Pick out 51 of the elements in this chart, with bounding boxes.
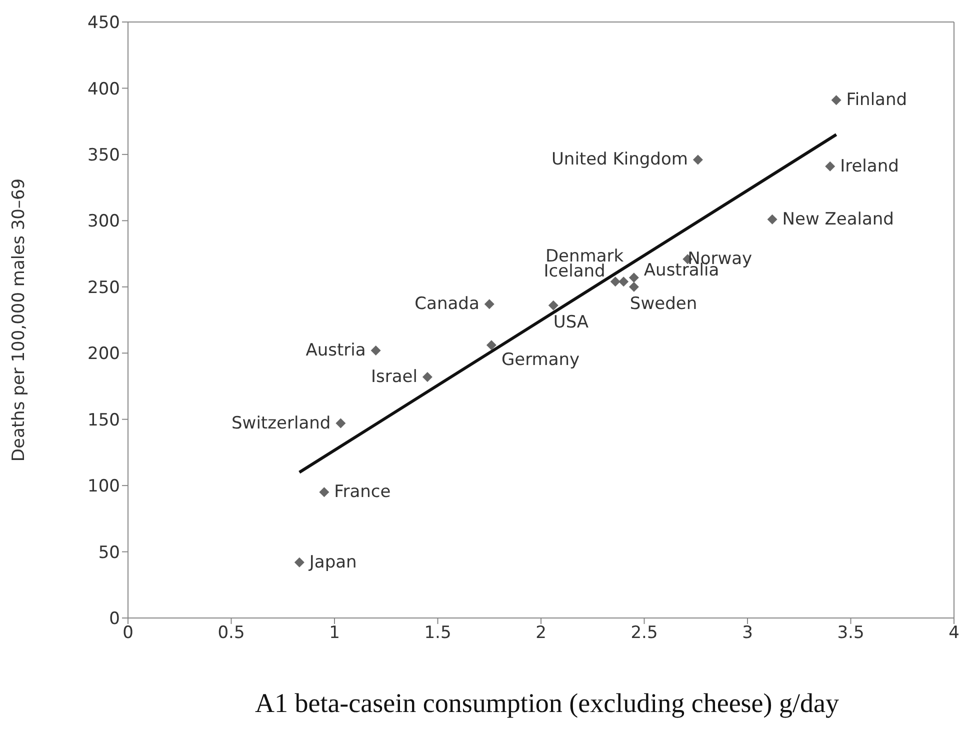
data-label: New Zealand (782, 209, 894, 230)
point (370, 345, 381, 356)
data-label: Ireland (840, 156, 899, 176)
y-tick-label: 100 (88, 476, 120, 497)
y-tick-label: 50 (98, 542, 120, 563)
data-label: United Kingdom (551, 150, 688, 170)
data-label: Switzerland (232, 413, 331, 434)
x-tick-label: 3.5 (837, 623, 864, 644)
point (825, 161, 836, 172)
y-tick-label: 200 (88, 344, 120, 364)
point (692, 154, 703, 165)
point (422, 372, 432, 382)
data-label: France (334, 482, 391, 502)
data-label: Germany (501, 350, 580, 370)
x-tick-label: 2.5 (630, 623, 658, 644)
data-label: Japan (308, 552, 357, 572)
x-tick-label: 0 (122, 623, 134, 644)
point (831, 95, 842, 106)
point (548, 300, 558, 310)
point (618, 276, 629, 287)
y-tick-label: 0 (109, 609, 120, 630)
point (767, 214, 778, 224)
y-tick-label: 400 (88, 79, 120, 100)
x-tick-label: 1 (329, 623, 340, 644)
x-tick-label: 4 (948, 623, 960, 644)
x-tick-label: 0.5 (218, 623, 245, 644)
point (319, 487, 330, 498)
data-label: Iceland (544, 262, 606, 282)
point (336, 418, 346, 428)
y-tick-label: 300 (88, 212, 120, 232)
point (484, 299, 494, 310)
point (486, 340, 496, 350)
data-label: Finland (846, 90, 908, 110)
point (294, 557, 304, 568)
y-tick-label: 150 (88, 410, 120, 430)
point (628, 282, 639, 292)
data-label: Austria (306, 340, 366, 360)
data-label: Canada (414, 294, 480, 314)
point (628, 272, 639, 283)
y-tick-label: 450 (88, 13, 120, 34)
y-tick-label: 250 (88, 278, 120, 298)
y-tick-label: 350 (88, 145, 120, 166)
data-label: Sweden (630, 294, 698, 314)
x-axis-title: A1 beta-casein consumption (excluding cheese) g/day (254, 688, 840, 719)
x-tick-label: 3 (742, 623, 753, 644)
x-tick-label: 2 (536, 623, 546, 644)
x-tick-label: 1.5 (424, 623, 452, 644)
data-label: Israel (370, 366, 418, 387)
data-label: USA (553, 312, 589, 332)
point (610, 276, 620, 287)
y-axis-title: Deaths per 100,000 males 30–69 (9, 178, 30, 462)
